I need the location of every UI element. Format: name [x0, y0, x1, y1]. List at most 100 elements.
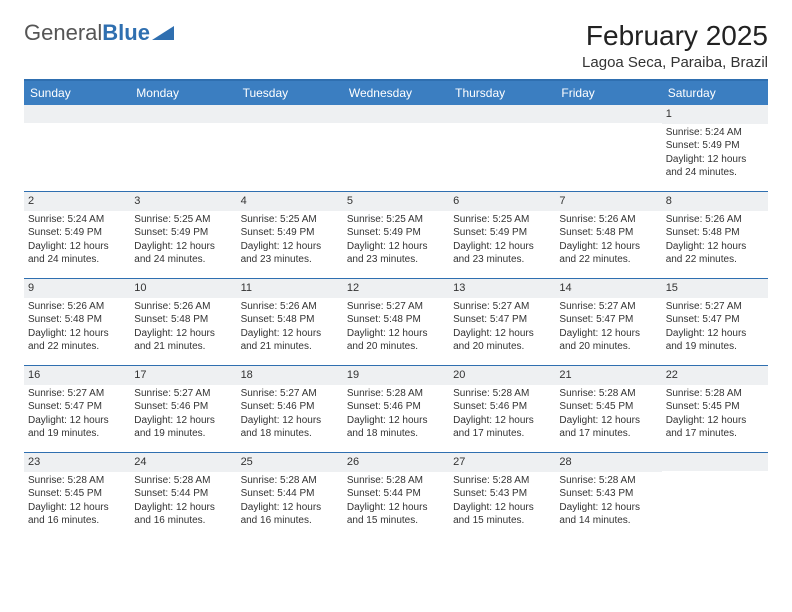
week-row: 1 Sunrise: 5:24 AMSunset: 5:49 PMDaylight…	[24, 105, 768, 191]
day-cell: 8Sunrise: 5:26 AMSunset: 5:48 PMDaylight…	[662, 192, 768, 278]
daylight-text: Daylight: 12 hours and 15 minutes.	[347, 501, 445, 528]
day-number: 6	[449, 192, 555, 211]
sunset-text: Sunset: 5:48 PM	[559, 226, 657, 240]
day-number: 1	[662, 105, 768, 124]
sunset-text: Sunset: 5:46 PM	[134, 400, 232, 414]
day-number: 2	[24, 192, 130, 211]
sunset-text: Sunset: 5:49 PM	[134, 226, 232, 240]
day-content: Sunrise: 5:24 AMSunset: 5:49 PMDaylight:…	[24, 213, 130, 271]
sunrise-text: Sunrise: 5:27 AM	[559, 300, 657, 314]
day-number: 25	[237, 453, 343, 472]
sunset-text: Sunset: 5:45 PM	[666, 400, 764, 414]
empty-day-bar	[24, 105, 130, 123]
sunrise-text: Sunrise: 5:28 AM	[453, 474, 551, 488]
day-header-wed: Wednesday	[343, 81, 449, 105]
day-content: Sunrise: 5:28 AMSunset: 5:46 PMDaylight:…	[449, 387, 555, 445]
day-number: 26	[343, 453, 449, 472]
day-cell: 6Sunrise: 5:25 AMSunset: 5:49 PMDaylight…	[449, 192, 555, 278]
daylight-text: Daylight: 12 hours and 18 minutes.	[347, 414, 445, 441]
day-header-row: Sunday Monday Tuesday Wednesday Thursday…	[24, 81, 768, 105]
sunrise-text: Sunrise: 5:28 AM	[347, 387, 445, 401]
day-number: 9	[24, 279, 130, 298]
day-cell: 16Sunrise: 5:27 AMSunset: 5:47 PMDayligh…	[24, 366, 130, 452]
sunset-text: Sunset: 5:48 PM	[134, 313, 232, 327]
sunset-text: Sunset: 5:43 PM	[559, 487, 657, 501]
calendar-page: GeneralBlue February 2025 Lagoa Seca, Pa…	[0, 0, 792, 559]
day-content: Sunrise: 5:27 AMSunset: 5:46 PMDaylight:…	[130, 387, 236, 445]
day-number: 12	[343, 279, 449, 298]
sunrise-text: Sunrise: 5:28 AM	[559, 387, 657, 401]
day-header-sun: Sunday	[24, 81, 130, 105]
sunset-text: Sunset: 5:49 PM	[347, 226, 445, 240]
sunset-text: Sunset: 5:44 PM	[134, 487, 232, 501]
day-number: 19	[343, 366, 449, 385]
sunrise-text: Sunrise: 5:25 AM	[347, 213, 445, 227]
day-number: 16	[24, 366, 130, 385]
day-cell	[343, 105, 449, 191]
day-content: Sunrise: 5:26 AMSunset: 5:48 PMDaylight:…	[237, 300, 343, 358]
week-row: 23 Sunrise: 5:28 AM Sunset: 5:45 PM Dayligh…	[24, 452, 768, 539]
day-number: 23	[24, 453, 130, 472]
sunrise-text: Sunrise: 5:26 AM	[134, 300, 232, 314]
daylight-text: Daylight: 12 hours and 16 minutes.	[134, 501, 232, 528]
sunrise-text: Sunrise: 5:26 AM	[666, 213, 764, 227]
day-cell	[237, 105, 343, 191]
sunrise-text: Sunrise: 5:24 AM	[666, 126, 764, 140]
empty-day-bar	[449, 105, 555, 123]
daylight-text: Daylight: 12 hours and 23 minutes.	[453, 240, 551, 267]
sunrise-text: Sunrise: 5:27 AM	[347, 300, 445, 314]
sunrise-text: Sunrise: 5:25 AM	[241, 213, 339, 227]
daylight-text: Daylight: 12 hours and 17 minutes.	[666, 414, 764, 441]
day-cell: 23Sunrise: 5:28 AMSunset: 5:45 PMDayligh…	[24, 453, 130, 539]
day-cell: 24Sunrise: 5:28 AMSunset: 5:44 PMDayligh…	[130, 453, 236, 539]
day-content: Sunrise: 5:27 AMSunset: 5:47 PMDaylight:…	[555, 300, 661, 358]
day-content: Sunrise: 5:28 AMSunset: 5:43 PMDaylight:…	[555, 474, 661, 532]
day-cell: 22Sunrise: 5:28 AMSunset: 5:45 PMDayligh…	[662, 366, 768, 452]
day-cell: 9Sunrise: 5:26 AMSunset: 5:48 PMDaylight…	[24, 279, 130, 365]
sunset-text: Sunset: 5:47 PM	[453, 313, 551, 327]
day-number: 11	[237, 279, 343, 298]
sunset-text: Sunset: 5:49 PM	[28, 226, 126, 240]
day-cell	[555, 105, 661, 191]
sunrise-text: Sunrise: 5:24 AM	[28, 213, 126, 227]
daylight-text: Daylight: 12 hours and 24 minutes.	[666, 153, 764, 180]
day-number: 13	[449, 279, 555, 298]
day-cell	[130, 105, 236, 191]
day-cell: 4Sunrise: 5:25 AMSunset: 5:49 PMDaylight…	[237, 192, 343, 278]
logo: GeneralBlue	[24, 20, 174, 46]
sunrise-text: Sunrise: 5:27 AM	[453, 300, 551, 314]
daylight-text: Daylight: 12 hours and 19 minutes.	[134, 414, 232, 441]
day-content: Sunrise: 5:26 AMSunset: 5:48 PMDaylight:…	[130, 300, 236, 358]
empty-day-bar	[237, 105, 343, 123]
daylight-text: Daylight: 12 hours and 20 minutes.	[559, 327, 657, 354]
daylight-text: Daylight: 12 hours and 19 minutes.	[666, 327, 764, 354]
sunset-text: Sunset: 5:48 PM	[28, 313, 126, 327]
day-number: 28	[555, 453, 661, 472]
day-number: 15	[662, 279, 768, 298]
sunrise-text: Sunrise: 5:26 AM	[241, 300, 339, 314]
sunset-text: Sunset: 5:47 PM	[28, 400, 126, 414]
day-number: 5	[343, 192, 449, 211]
day-number: 4	[237, 192, 343, 211]
day-content: Sunrise: 5:28 AMSunset: 5:46 PMDaylight:…	[343, 387, 449, 445]
day-content: Sunrise: 5:28 AMSunset: 5:43 PMDaylight:…	[449, 474, 555, 532]
sunset-text: Sunset: 5:49 PM	[241, 226, 339, 240]
day-cell: 27Sunrise: 5:28 AMSunset: 5:43 PMDayligh…	[449, 453, 555, 539]
day-cell: 12Sunrise: 5:27 AMSunset: 5:48 PMDayligh…	[343, 279, 449, 365]
sunrise-text: Sunrise: 5:25 AM	[134, 213, 232, 227]
sunrise-text: Sunrise: 5:28 AM	[241, 474, 339, 488]
day-cell: 14Sunrise: 5:27 AMSunset: 5:47 PMDayligh…	[555, 279, 661, 365]
day-cell: 11 Sunrise: 5:26 AMSunset: 5:48 PMDayligh…	[237, 279, 343, 365]
week-row: 2Sunrise: 5:24 AMSunset: 5:49 PMDaylight…	[24, 191, 768, 278]
day-cell: 17Sunrise: 5:27 AMSunset: 5:46 PMDayligh…	[130, 366, 236, 452]
daylight-text: Daylight: 12 hours and 17 minutes.	[559, 414, 657, 441]
calendar-grid: Sunday Monday Tuesday Wednesday Thursday…	[24, 79, 768, 539]
empty-day-bar	[662, 453, 768, 471]
day-cell	[662, 453, 768, 539]
sunset-text: Sunset: 5:45 PM	[28, 487, 126, 501]
daylight-text: Daylight: 12 hours and 18 minutes.	[241, 414, 339, 441]
sunrise-text: Sunrise: 5:28 AM	[559, 474, 657, 488]
daylight-text: Daylight: 12 hours and 22 minutes.	[666, 240, 764, 267]
daylight-text: Daylight: 12 hours and 23 minutes.	[347, 240, 445, 267]
sunset-text: Sunset: 5:49 PM	[666, 139, 764, 153]
